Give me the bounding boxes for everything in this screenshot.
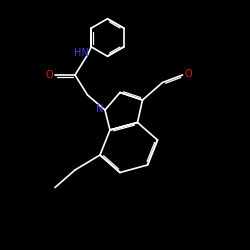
Text: O: O bbox=[46, 70, 53, 80]
Text: N: N bbox=[96, 104, 103, 114]
Text: O: O bbox=[184, 69, 192, 79]
Text: HN: HN bbox=[74, 48, 88, 58]
